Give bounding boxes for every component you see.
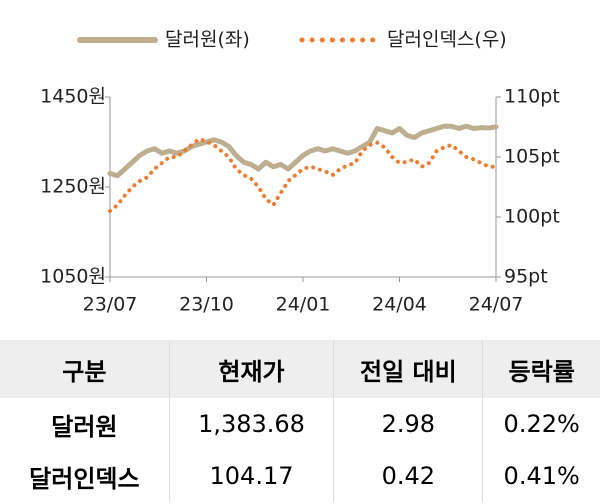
x-tick-label: 24/07 (469, 294, 524, 316)
header-cell: 전일 대비 (333, 340, 483, 398)
x-tick-label: 23/07 (83, 294, 138, 316)
table: 구분 현재가 전일 대비 등락률 달러원 1,383.68 2.98 0.22%… (0, 340, 600, 502)
x-tick-label: 24/04 (372, 294, 427, 316)
y2-tick-label: 105pt (504, 146, 560, 168)
row: 달러인덱스 104.17 0.42 0.41% (0, 450, 600, 502)
y2-tick-label: 95pt (504, 266, 548, 288)
y-tick-label: 1050원 (40, 266, 106, 288)
cell: 2.98 (333, 398, 483, 450)
header-cell: 구분 (0, 340, 170, 398)
cell: 1,383.68 (168, 398, 334, 450)
legend-label: 달러원(좌) (165, 29, 250, 51)
legend-label: 달러인덱스(우) (387, 29, 507, 51)
row: 달러원 1,383.68 2.98 0.22% (0, 398, 600, 450)
header-cell: 현재가 (168, 340, 334, 398)
cell: 104.17 (168, 450, 334, 502)
series-line (108, 137, 498, 213)
header-cell: 등락률 (482, 340, 600, 398)
cell: 달러원 (51, 412, 118, 441)
cell: 달러인덱스 (29, 464, 140, 493)
y-tick-label: 1450원 (40, 86, 106, 108)
x-tick-label: 24/01 (276, 294, 331, 316)
x-tick-label: 23/10 (179, 294, 234, 316)
cell: 0.22% (482, 398, 600, 450)
header-row: 구분 현재가 전일 대비 등락률 (0, 340, 600, 398)
chart: 1050원 1250원 1450원 95pt 100pt 105pt 110pt 23/07 2… (40, 29, 560, 316)
y2-tick-label: 100pt (504, 206, 560, 228)
cell: 0.41% (482, 450, 600, 502)
y-tick-label: 1250원 (40, 176, 106, 198)
series-line (107, 123, 499, 179)
cell: 0.42 (333, 450, 483, 502)
y2-tick-label: 110pt (504, 86, 560, 108)
